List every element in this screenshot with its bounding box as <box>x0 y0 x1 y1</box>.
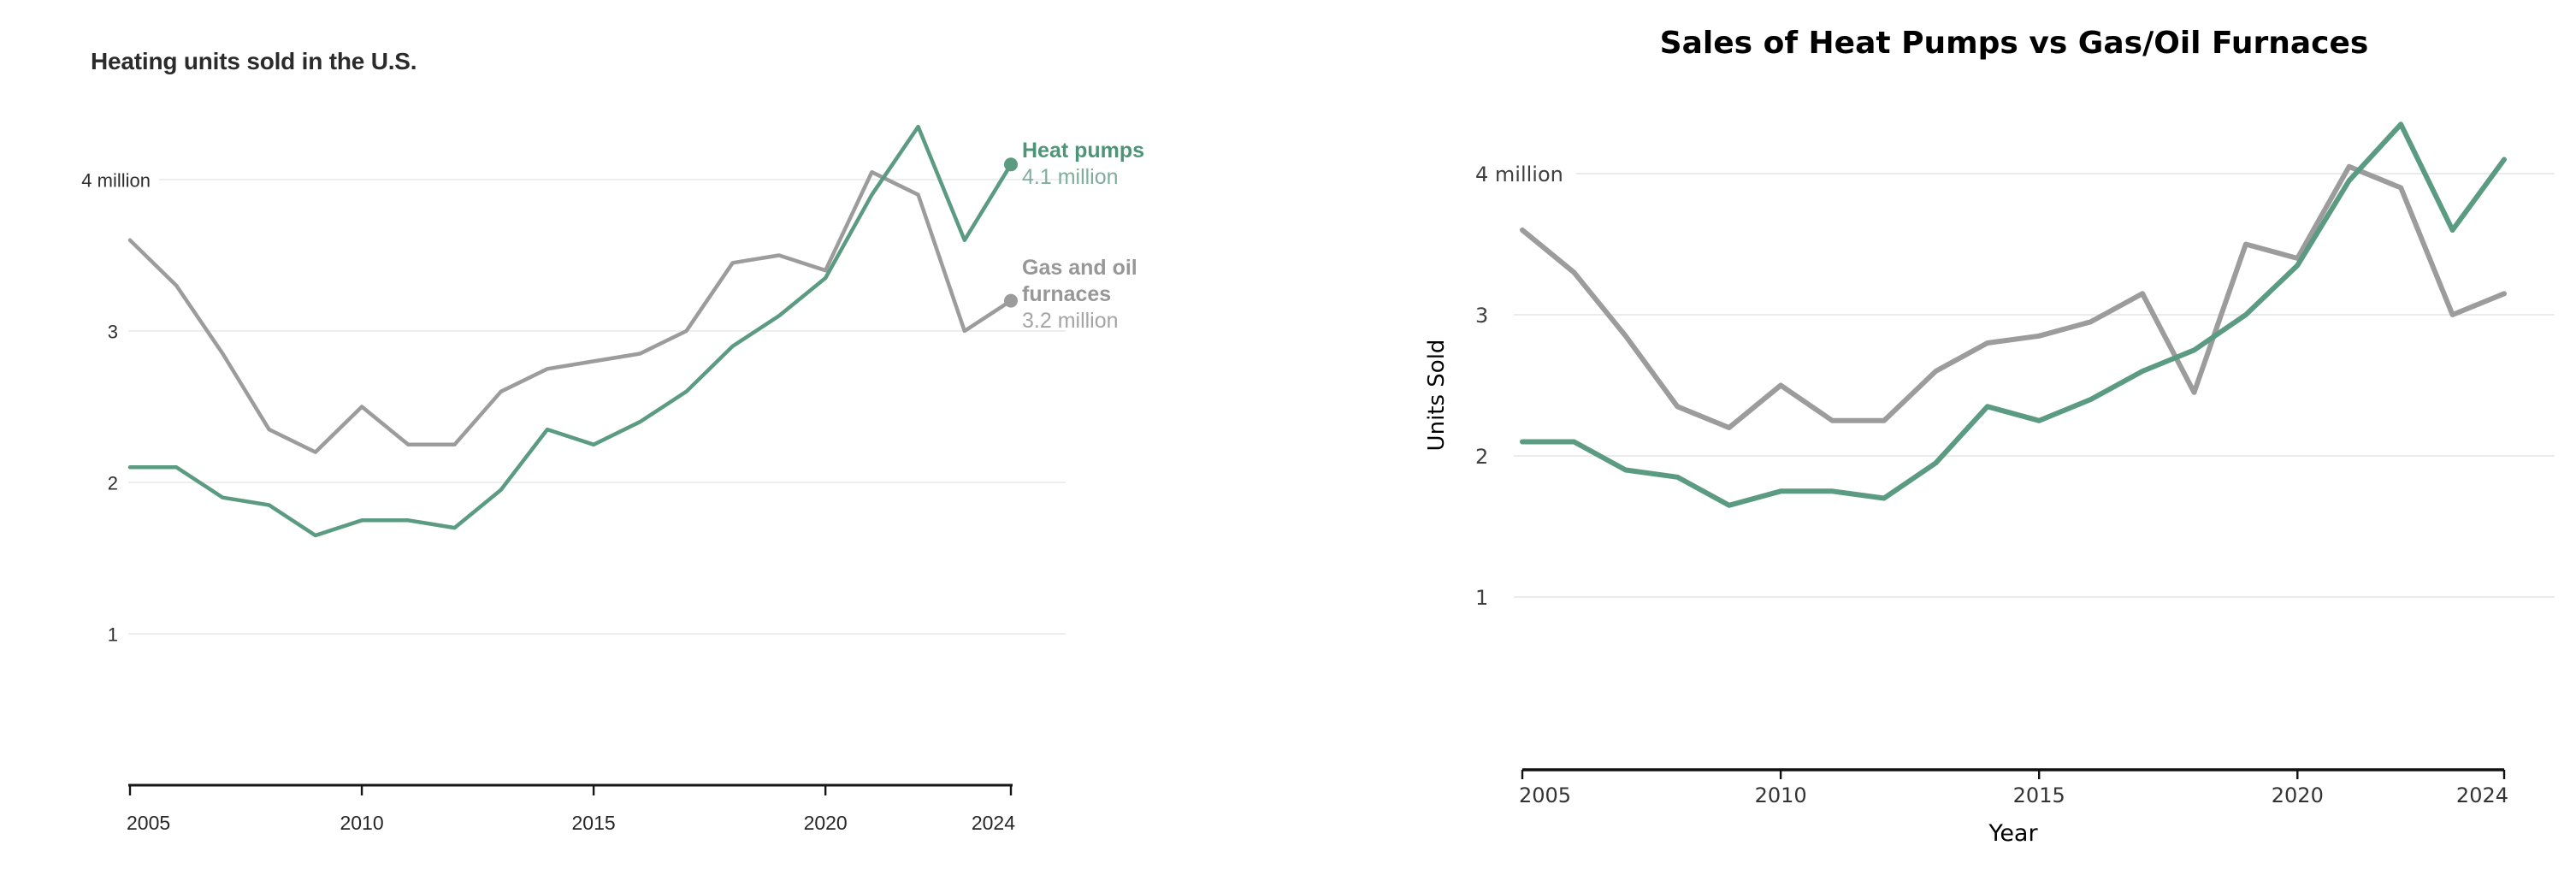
y-tick-label: 3 <box>108 322 118 343</box>
furnaces-line <box>127 169 1013 454</box>
legend-furnaces-label-line2: furnaces <box>1022 282 1112 306</box>
legend-heat-pumps-value: 4.1 million <box>1022 165 1119 189</box>
y-tick-label: 1 <box>1475 586 1488 610</box>
x-tick-label: 2024 <box>2456 783 2508 807</box>
y-tick-label: 1 <box>108 624 118 646</box>
left-chart-title: Heating units sold in the U.S. <box>91 48 417 74</box>
x-tick-label: 2005 <box>1519 783 1571 807</box>
legend-furnaces-label-line1: Gas and oil <box>1022 256 1137 280</box>
right-chart-title: Sales of Heat Pumps vs Gas/Oil Furnaces <box>1659 26 2369 61</box>
legend-furnaces-value: 3.2 million <box>1022 309 1119 333</box>
legend-heat-pumps-label: Heat pumps <box>1022 139 1145 163</box>
y-tick-label: 4 million <box>1475 163 1563 186</box>
furnaces-line-end-dot <box>1004 293 1018 308</box>
x-tick-label: 2010 <box>340 812 383 834</box>
heat-pumps-line <box>127 124 1013 538</box>
x-tick-label: 2024 <box>972 812 1015 834</box>
x-tick-label: 2015 <box>2013 783 2065 807</box>
right-chart-plot: 4 million 3 2 1 2005 2010 2015 2020 2024 <box>1475 121 2555 807</box>
legend-heat-pumps: Heat pumps 4.1 million <box>1022 138 1144 191</box>
legend-furnaces: Gas and oil furnaces 3.2 million <box>1022 255 1137 334</box>
x-tick-label: 2005 <box>127 812 170 834</box>
y-tick-label: 3 <box>1475 304 1488 328</box>
x-tick-label: 2010 <box>1755 783 1807 807</box>
x-tick-label: 2015 <box>572 812 616 834</box>
y-tick-label: 2 <box>1475 445 1488 469</box>
heat-pumps-line-right <box>1520 121 2507 508</box>
x-tick-label: 2020 <box>804 812 848 834</box>
x-tick-label: 2020 <box>2272 783 2324 807</box>
heat-pumps-line-end-dot <box>1004 157 1018 172</box>
y-tick-label: 2 <box>108 473 118 494</box>
left-chart-plot: 4 million 3 2 1 2005 2010 2015 2020 2024 <box>81 124 1066 834</box>
right-x-axis-title: Year <box>1988 820 2038 847</box>
right-y-axis-title: Units Sold <box>1424 340 1450 452</box>
furnaces-line-right <box>1520 163 2507 430</box>
y-tick-label: 4 million <box>81 170 151 192</box>
